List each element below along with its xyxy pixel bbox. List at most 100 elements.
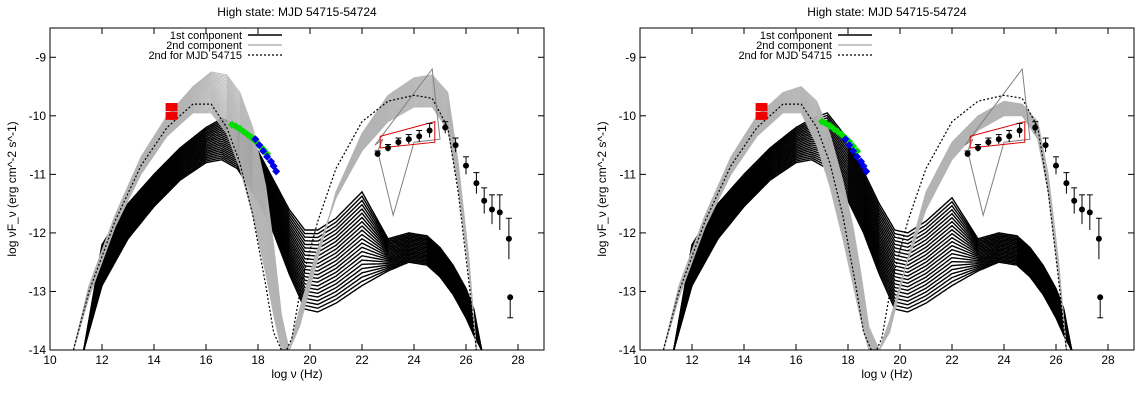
series-curve bbox=[673, 151, 1073, 350]
x-tick-label: 12 bbox=[685, 353, 699, 367]
series-curve bbox=[673, 136, 1073, 350]
data-point bbox=[416, 133, 423, 140]
series-curve bbox=[673, 127, 1073, 350]
y-tick-label: -10 bbox=[619, 109, 637, 123]
series-curve bbox=[673, 134, 1073, 350]
series-curve bbox=[673, 142, 1073, 350]
series-curve bbox=[83, 136, 483, 350]
y-axis-label: log νF_ν (erg cm^-2 s^-1) bbox=[595, 121, 609, 256]
y-tick-label: -14 bbox=[619, 343, 637, 357]
series-band-2 bbox=[662, 85, 1067, 350]
x-tick-label: 28 bbox=[511, 353, 525, 367]
data-point bbox=[395, 139, 402, 146]
series-curve bbox=[83, 142, 483, 350]
series-curve bbox=[673, 144, 1073, 350]
data-point bbox=[1079, 206, 1085, 213]
x-tick-label: 12 bbox=[95, 353, 109, 367]
series-curve bbox=[673, 158, 1073, 350]
data-point bbox=[426, 127, 433, 134]
x-tick-label: 22 bbox=[945, 353, 959, 367]
y-tick-label: -13 bbox=[619, 284, 637, 298]
data-point bbox=[405, 136, 412, 143]
series-curve bbox=[83, 134, 483, 350]
series-curve bbox=[673, 132, 1073, 350]
bowtie-red bbox=[969, 121, 1026, 149]
y-tick-label: -12 bbox=[619, 226, 637, 240]
data-point bbox=[964, 150, 971, 157]
legend-label: 2nd component bbox=[166, 40, 242, 52]
chart-panel-1: 10 12 14 16 18 20 22 24 26 28 -14 -13 -12 -11 -10 -9 Hig… bbox=[5, 5, 545, 381]
data-point bbox=[228, 120, 236, 129]
series-curve bbox=[83, 149, 483, 350]
series-curve bbox=[83, 132, 483, 350]
series-curve bbox=[83, 129, 483, 350]
x-tick-label: 24 bbox=[407, 353, 421, 367]
data-point bbox=[759, 103, 768, 112]
series-curve bbox=[83, 155, 483, 350]
y-tick-label: -14 bbox=[29, 343, 47, 357]
data-point bbox=[853, 152, 862, 161]
series-curve bbox=[673, 112, 1073, 350]
data-point bbox=[385, 145, 391, 152]
y-tick-label: -9 bbox=[35, 50, 46, 64]
series-curve bbox=[83, 140, 483, 350]
y-tick-label: -11 bbox=[620, 167, 637, 181]
series-curve bbox=[673, 157, 1073, 350]
series-curve bbox=[673, 140, 1073, 350]
x-tick-label: 16 bbox=[789, 353, 803, 367]
x-tick-label: 16 bbox=[199, 353, 213, 367]
y-axis-label: log νF_ν (erg cm^-2 s^-1) bbox=[5, 121, 19, 256]
series-band-1 bbox=[673, 112, 1073, 350]
series-curve bbox=[83, 158, 483, 350]
series-curve bbox=[662, 85, 1067, 350]
x-tick-label: 18 bbox=[841, 353, 855, 367]
x-tick-label: 22 bbox=[355, 353, 369, 367]
data-point bbox=[374, 150, 381, 157]
series-curve bbox=[673, 129, 1073, 350]
x-tick-label: 28 bbox=[1101, 353, 1115, 367]
series-curve bbox=[673, 155, 1073, 350]
data-point bbox=[1053, 162, 1059, 169]
legend-label: 2nd component bbox=[756, 40, 832, 52]
data-point bbox=[995, 136, 1002, 143]
data-tev bbox=[507, 294, 514, 319]
y-tick-label: -12 bbox=[29, 226, 47, 240]
data-point bbox=[841, 135, 850, 144]
data-point bbox=[985, 139, 992, 146]
data-optical bbox=[165, 103, 178, 120]
data-point bbox=[251, 135, 260, 144]
data-point bbox=[505, 235, 512, 242]
series-curve bbox=[673, 119, 1073, 350]
plot-frame bbox=[639, 27, 1135, 351]
series-curve bbox=[83, 123, 483, 350]
data-hard-x-ray bbox=[841, 135, 871, 176]
data-point bbox=[845, 141, 854, 150]
y-tick-label: -11 bbox=[30, 167, 47, 181]
data-point bbox=[473, 180, 480, 187]
chart-title: High state: MJD 54715-54724 bbox=[217, 5, 377, 19]
data-gamma-ray bbox=[374, 121, 512, 260]
series-dotted-3 bbox=[72, 94, 477, 350]
x-axis-label: log ν (Hz) bbox=[271, 367, 322, 381]
bowtie-grey bbox=[374, 67, 441, 218]
x-tick-label: 10 bbox=[633, 353, 647, 367]
series-curve bbox=[673, 114, 1073, 350]
series-curve bbox=[83, 153, 483, 350]
series-curve bbox=[83, 157, 483, 350]
data-point bbox=[1063, 180, 1070, 187]
data-point bbox=[862, 167, 871, 176]
x-tick-label: 14 bbox=[147, 353, 161, 367]
plot-area bbox=[72, 67, 514, 350]
series-curve bbox=[673, 138, 1073, 350]
data-point bbox=[1032, 124, 1039, 131]
chart-title: High state: MJD 54715-54724 bbox=[807, 5, 967, 19]
y-tick-label: -9 bbox=[625, 50, 636, 64]
data-point bbox=[1006, 133, 1013, 140]
data-point bbox=[231, 122, 240, 131]
legend-label: 2nd for MJD 54715 bbox=[738, 50, 832, 62]
data-point bbox=[442, 124, 449, 131]
series-curve bbox=[83, 131, 483, 350]
